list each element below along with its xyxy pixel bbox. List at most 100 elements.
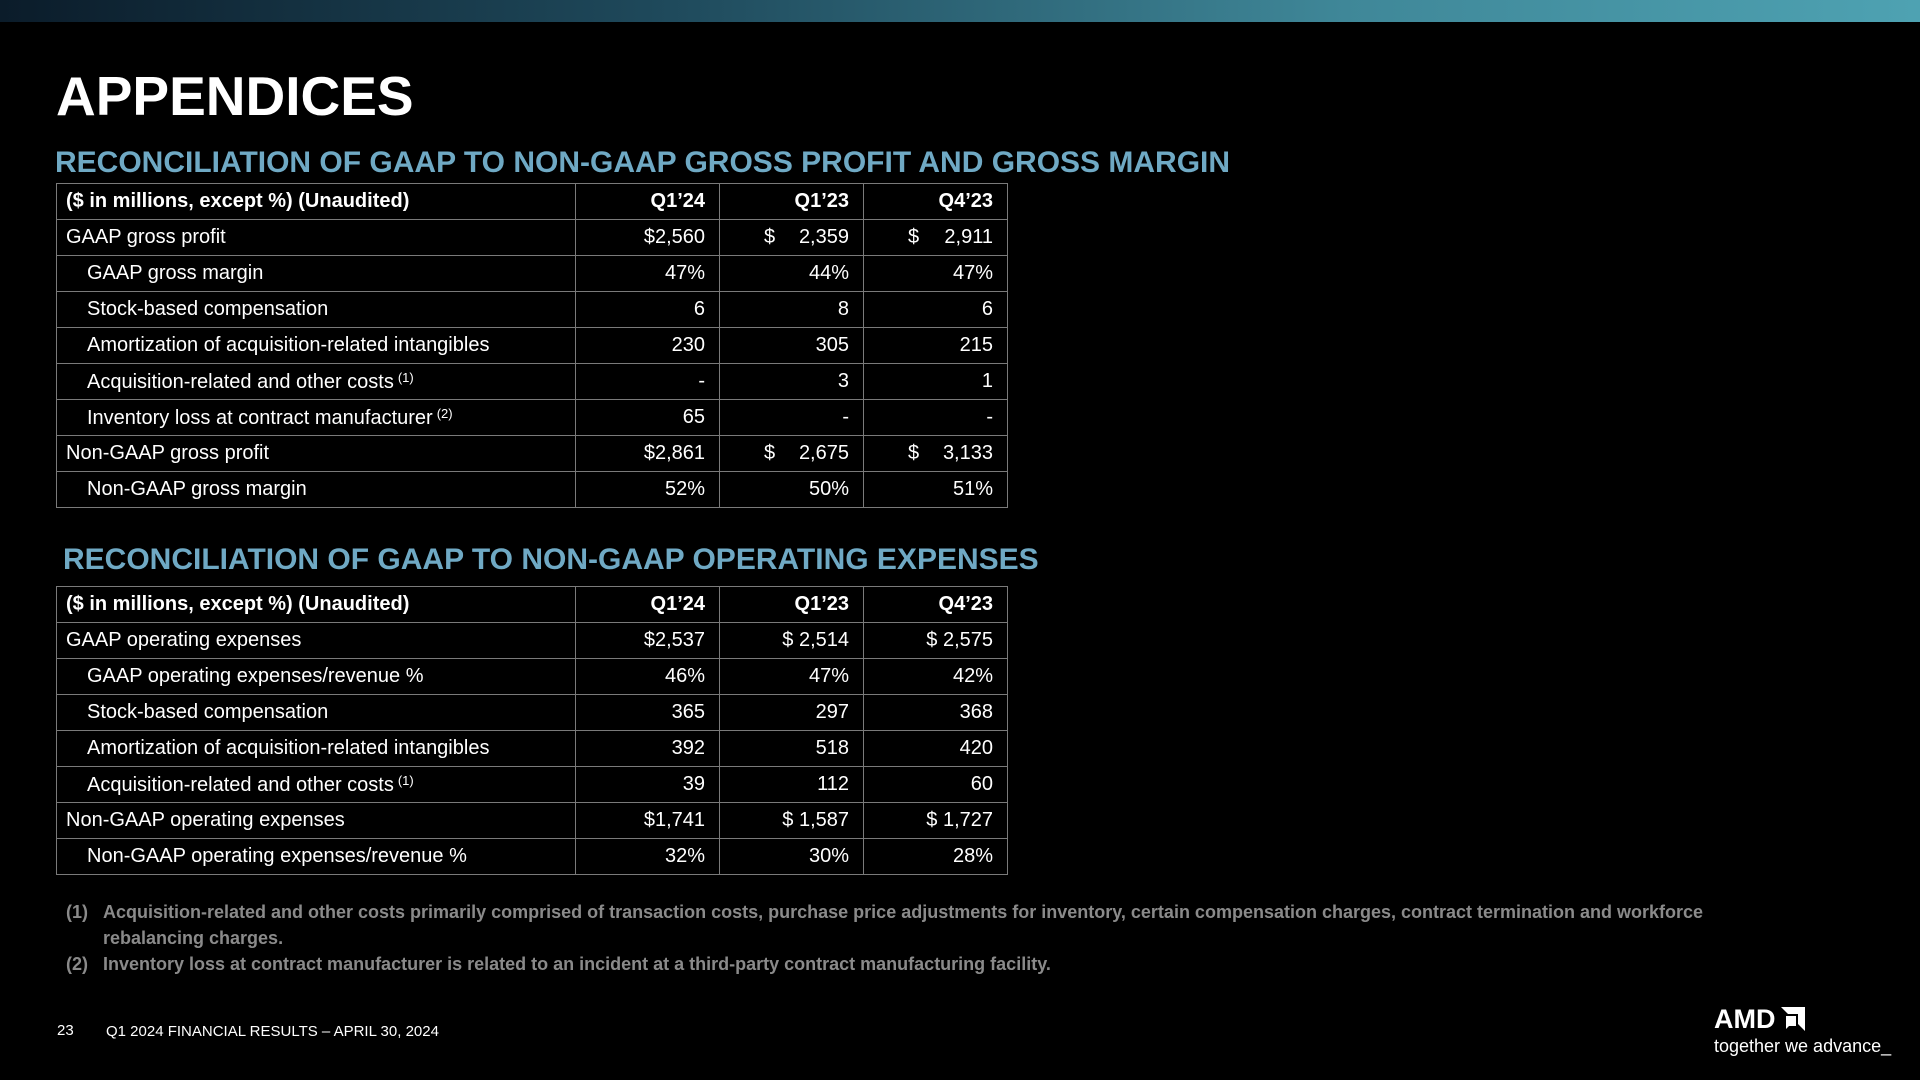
cell-q1-23: 50%	[719, 471, 864, 508]
cell-q4-23: $2,911	[863, 219, 1008, 256]
header-q4-23: Q4’23	[863, 183, 1008, 220]
cell-q4-23: 1	[863, 363, 1008, 400]
brand-block: AMD together we advance_	[1714, 1004, 1891, 1057]
table-header-row: ($ in millions, except %) (Unaudited) Q1…	[56, 183, 1008, 220]
cell-q1-23: 30%	[719, 838, 864, 875]
cell-q1-23: 44%	[719, 255, 864, 292]
cell-q1-24: 47%	[575, 255, 720, 292]
cell-q4-23: 47%	[863, 255, 1008, 292]
row-label: Amortization of acquisition-related inta…	[87, 334, 490, 356]
logo-text: AMD	[1714, 1003, 1776, 1034]
row-label: Amortization of acquisition-related inta…	[87, 737, 490, 759]
row-label: Non-GAAP operating expenses/revenue %	[87, 845, 467, 867]
cell-q4-23: 60	[863, 766, 1008, 803]
cell-q1-24: 46%	[575, 658, 720, 695]
footnotes: (1) Acquisition-related and other costs …	[66, 899, 1806, 977]
row-label: Acquisition-related and other costs	[87, 773, 394, 796]
row-label: Non-GAAP gross margin	[87, 478, 307, 500]
currency-symbol: $	[908, 226, 920, 248]
footnote-text: Inventory loss at contract manufacturer …	[103, 954, 1051, 974]
cell-q1-23: 47%	[719, 658, 864, 695]
table-row: GAAP operating expenses $2,537 $ 2,514 $…	[56, 622, 1008, 659]
cell-q1-24: 6	[575, 291, 720, 328]
footnote-ref: (1)	[397, 772, 414, 788]
cell-q1-24: 52%	[575, 471, 720, 508]
cell-value: 2,675	[798, 442, 849, 464]
footnote-ref: (1)	[397, 369, 414, 385]
amd-logo: AMD	[1714, 1004, 1891, 1034]
cell-q4-23: 368	[863, 694, 1008, 731]
cell-q1-24: 39	[575, 766, 720, 803]
top-accent-bar	[0, 0, 1920, 22]
footnote-item: (1) Acquisition-related and other costs …	[66, 899, 1806, 951]
footnote-item: (2) Inventory loss at contract manufactu…	[66, 951, 1806, 977]
page-number: 23	[57, 1022, 74, 1039]
cell-value: 2,359	[798, 226, 849, 248]
currency-symbol: $	[764, 442, 776, 464]
cell-q4-23: 28%	[863, 838, 1008, 875]
header-q1-24: Q1’24	[575, 586, 720, 623]
table-row: Stock-based compensation 365 297 368	[56, 694, 1008, 731]
cell-q4-23: 42%	[863, 658, 1008, 695]
cell-q1-24: 392	[575, 730, 720, 767]
table-row: Acquisition-related and other costs (1) -…	[56, 363, 1008, 400]
cell-q1-23: $ 1,587	[719, 802, 864, 839]
table-row: Inventory loss at contract manufacturer(…	[56, 399, 1008, 436]
cell-q1-23: $2,359	[719, 219, 864, 256]
cell-q4-23: 215	[863, 327, 1008, 364]
cell-q1-24: $2,560	[575, 219, 720, 256]
row-label: Non-GAAP operating expenses	[66, 809, 345, 831]
gross-profit-section-title: RECONCILIATION OF GAAP TO NON-GAAP GROSS…	[55, 146, 1231, 179]
table-row: Amortization of acquisition-related inta…	[56, 730, 1008, 767]
table-row: Non-GAAP operating expenses/revenue % 32…	[56, 838, 1008, 875]
header-q4-23: Q4’23	[863, 586, 1008, 623]
table-row: Stock-based compensation 6 8 6	[56, 291, 1008, 328]
table-row: Acquisition-related and other costs (1) 3…	[56, 766, 1008, 803]
header-q1-23: Q1’23	[719, 586, 864, 623]
cell-q1-23: 3	[719, 363, 864, 400]
cell-q1-23: 8	[719, 291, 864, 328]
cell-value: 2,911	[944, 226, 993, 248]
header-q1-24: Q1’24	[575, 183, 720, 220]
cell-q1-24: $1,741	[575, 802, 720, 839]
cell-q1-23: -	[719, 399, 864, 436]
footnote-ref: (2)	[436, 405, 453, 421]
table-row: GAAP gross margin 47% 44% 47%	[56, 255, 1008, 292]
table-row: GAAP operating expenses/revenue % 46% 47…	[56, 658, 1008, 695]
row-label: Acquisition-related and other costs	[87, 370, 394, 393]
table-header-row: ($ in millions, except %) (Unaudited) Q1…	[56, 586, 1008, 623]
cell-q1-23: $ 2,514	[719, 622, 864, 659]
cell-q1-24: 32%	[575, 838, 720, 875]
header-label: ($ in millions, except %) (Unaudited)	[56, 586, 576, 623]
brand-tagline: together we advance_	[1714, 1036, 1892, 1056]
operating-expenses-table: ($ in millions, except %) (Unaudited) Q1…	[56, 586, 1008, 875]
cell-q1-24: $2,537	[575, 622, 720, 659]
cell-q4-23: 6	[863, 291, 1008, 328]
cell-q1-24: 65	[575, 399, 720, 436]
cell-q1-24: $2,861	[575, 435, 720, 472]
cell-q4-23: 51%	[863, 471, 1008, 508]
row-label: GAAP operating expenses/revenue %	[87, 665, 424, 687]
header-q1-23: Q1’23	[719, 183, 864, 220]
header-label: ($ in millions, except %) (Unaudited)	[56, 183, 576, 220]
cell-q4-23: -	[863, 399, 1008, 436]
cell-q1-23: 297	[719, 694, 864, 731]
cell-q1-23: 518	[719, 730, 864, 767]
table-row: Non-GAAP gross profit $2,861 $2,675 $3,1…	[56, 435, 1008, 472]
cell-q4-23: $3,133	[863, 435, 1008, 472]
page-title: APPENDICES	[56, 65, 414, 127]
currency-symbol: $	[908, 442, 920, 464]
row-label: GAAP operating expenses	[66, 629, 302, 651]
footnote-number: (2)	[66, 954, 88, 974]
row-label: GAAP gross margin	[87, 262, 264, 284]
cell-q4-23: $ 1,727	[863, 802, 1008, 839]
row-label: GAAP gross profit	[66, 226, 226, 248]
cell-value: 3,133	[942, 442, 993, 464]
cell-q1-23: 112	[719, 766, 864, 803]
footnote-number: (1)	[66, 902, 88, 922]
footer-text: Q1 2024 FINANCIAL RESULTS – APRIL 30, 20…	[106, 1023, 439, 1040]
row-label: Stock-based compensation	[87, 298, 329, 320]
operating-expenses-section-title: RECONCILIATION OF GAAP TO NON-GAAP OPERA…	[63, 543, 1039, 576]
cell-q1-23: $2,675	[719, 435, 864, 472]
cell-q1-24: -	[575, 363, 720, 400]
